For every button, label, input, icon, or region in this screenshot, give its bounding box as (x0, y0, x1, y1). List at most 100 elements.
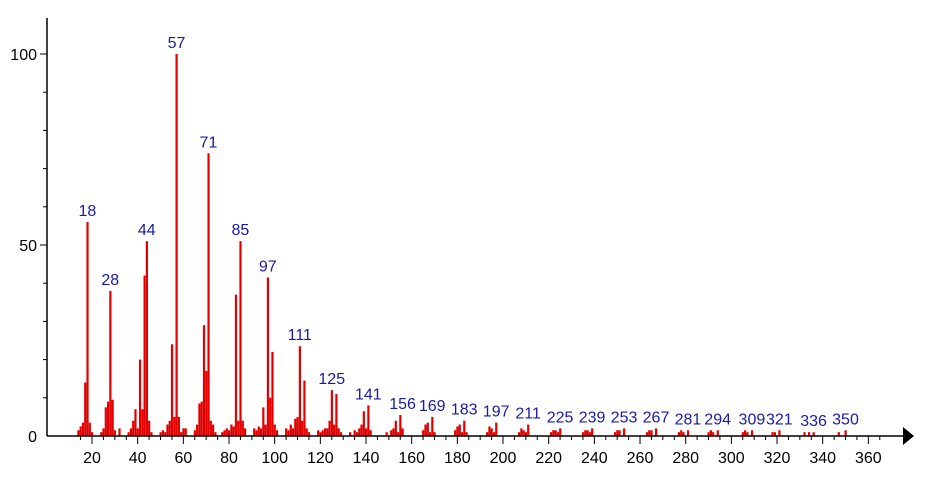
peak-bar (385, 432, 388, 436)
peak-bar (232, 426, 235, 436)
x-tick-label: 280 (672, 450, 699, 467)
peak-label: 28 (101, 272, 119, 289)
peak-label: 239 (579, 409, 606, 426)
peak-bar (294, 418, 297, 436)
peak-bar (81, 422, 85, 436)
peak-bar (266, 277, 270, 436)
peak-bar (291, 428, 295, 436)
peak-bar (778, 430, 781, 436)
peak-label: 321 (766, 411, 793, 428)
y-tick-label: 100 (10, 47, 37, 64)
peak-bar (680, 430, 683, 436)
peak-bar (241, 420, 244, 436)
peak-bar (424, 424, 427, 436)
peak-bar (237, 420, 240, 436)
peak-bar (584, 430, 587, 436)
peak-bar (202, 325, 206, 436)
peak-bar (86, 222, 89, 436)
peak-bar (712, 432, 715, 436)
peak-bar (365, 428, 368, 436)
peak-bar (803, 432, 806, 436)
x-tick-label: 120 (307, 450, 334, 467)
peak-bar (301, 420, 304, 436)
x-axis-arrow-icon (903, 427, 914, 445)
peak-bar (773, 432, 776, 436)
peak-bar (164, 432, 167, 436)
peak-label: 309 (739, 411, 766, 428)
peak-bar (321, 430, 324, 436)
x-tick-label: 200 (490, 450, 517, 467)
peak-bar (132, 420, 135, 436)
peak-bar (104, 407, 107, 436)
peak-bar (394, 420, 397, 436)
peak-bar (771, 432, 774, 436)
y-ticks: 0 50 100 (10, 47, 47, 446)
peak-label: 44 (138, 222, 156, 239)
x-tick-label: 20 (83, 450, 101, 467)
peak-bar (613, 432, 617, 436)
peak-bar (289, 424, 292, 436)
peak-bar (170, 344, 174, 436)
peak-label: 71 (200, 134, 218, 151)
peak-bar (264, 424, 267, 436)
peak-bar (390, 430, 393, 436)
peak-bar (173, 416, 176, 436)
peak-bar (623, 428, 626, 436)
peak-bar (239, 241, 242, 436)
peak-bar (707, 432, 710, 436)
peak-bar (307, 432, 311, 436)
peak-bar (234, 294, 238, 436)
peak-bar (143, 275, 146, 436)
peak-label: 294 (704, 411, 731, 428)
peak-bar (428, 432, 432, 436)
peak-bar (744, 430, 747, 436)
peak-bar (369, 430, 372, 436)
peak-bar (303, 380, 306, 436)
peak-bar (648, 430, 651, 436)
peak-bar (581, 432, 585, 436)
peak-bar (118, 428, 121, 436)
peak-bar (175, 54, 178, 436)
peak-bar (460, 432, 464, 436)
peak-bar (262, 407, 265, 436)
peak-bar (492, 432, 496, 436)
x-tick-label: 260 (627, 450, 654, 467)
peak-bar (136, 428, 139, 436)
x-tick-label: 40 (129, 450, 147, 467)
peak-bar (200, 401, 203, 436)
peak-bar (456, 426, 459, 436)
peak-bar (298, 346, 301, 436)
peak-bar (205, 371, 208, 436)
peak-bar (333, 424, 336, 436)
peak-bar (655, 428, 658, 436)
peak-bar (326, 428, 329, 436)
peak-bar (275, 430, 279, 436)
x-tick-label: 320 (764, 450, 791, 467)
peak-bar (207, 153, 210, 436)
peak-bar (182, 428, 185, 436)
peak-bar (166, 424, 169, 436)
peak-bar (296, 416, 299, 436)
peak-bar (102, 428, 105, 436)
peak-bar (837, 432, 840, 436)
peak-bar (287, 430, 290, 436)
peak-bar (431, 416, 434, 436)
peak-bar (490, 428, 493, 436)
peak-bar (253, 428, 256, 436)
peak-bar (335, 393, 338, 436)
axes (46, 18, 914, 445)
peak-bar (271, 351, 274, 436)
peak-bar (709, 430, 712, 436)
peak-bar (355, 432, 359, 436)
peak-bar (522, 430, 525, 436)
peak-bar (559, 428, 562, 436)
peak-bar (358, 428, 361, 436)
y-tick-label: 0 (28, 429, 37, 446)
peak-label: 183 (451, 402, 478, 419)
peak-bar (677, 432, 681, 436)
peak-bar (214, 432, 217, 436)
peak-label: 18 (79, 203, 97, 220)
peak-bar (285, 428, 288, 436)
peak-bar (618, 430, 621, 436)
peak-bar (159, 432, 162, 436)
